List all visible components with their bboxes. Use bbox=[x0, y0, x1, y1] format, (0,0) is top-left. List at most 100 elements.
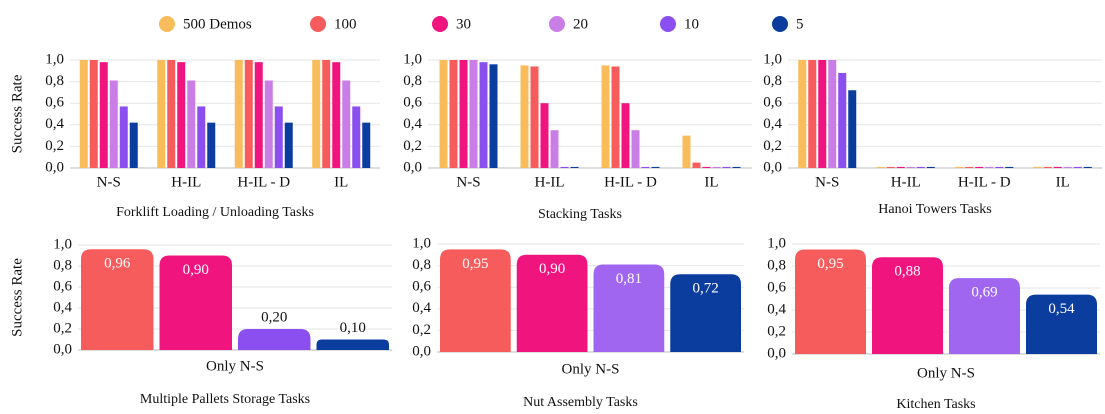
value-label: 0,96 bbox=[104, 256, 131, 272]
bar bbox=[238, 329, 311, 350]
x-tick-label: H-IL bbox=[535, 174, 565, 190]
bar bbox=[876, 166, 885, 168]
y-tick-label: 1,0 bbox=[412, 235, 431, 251]
value-label: 0,72 bbox=[693, 281, 719, 297]
bar bbox=[362, 122, 371, 168]
bar bbox=[712, 166, 721, 168]
y-tick-label: 1,0 bbox=[45, 51, 64, 67]
value-label: 0,54 bbox=[1048, 301, 1075, 317]
bar bbox=[274, 106, 283, 168]
value-label: 0,88 bbox=[894, 264, 920, 280]
bar bbox=[520, 65, 529, 168]
y-tick-label: 0,2 bbox=[767, 323, 786, 339]
y-axis-label: Success Rate bbox=[9, 258, 25, 337]
bar bbox=[332, 62, 341, 168]
bar bbox=[81, 249, 154, 350]
y-tick-label: 0,6 bbox=[45, 95, 64, 111]
value-label: 0,69 bbox=[971, 285, 997, 301]
bar bbox=[995, 166, 1004, 168]
x-tick-label: Only N-S bbox=[206, 358, 264, 374]
legend-label: 10 bbox=[684, 16, 699, 32]
legend-label: 20 bbox=[573, 16, 588, 32]
bar bbox=[1033, 166, 1042, 168]
bar bbox=[906, 166, 915, 168]
chart-title: Nut Assembly Tasks bbox=[523, 395, 638, 410]
bar bbox=[79, 60, 88, 168]
bar bbox=[264, 80, 273, 168]
bar bbox=[886, 166, 895, 168]
chart-title: Multiple Pallets Storage Tasks bbox=[140, 392, 310, 407]
bar bbox=[254, 62, 263, 168]
legend-swatch bbox=[772, 16, 788, 32]
y-tick-label: 0,8 bbox=[53, 257, 72, 273]
bar bbox=[670, 274, 741, 352]
bar bbox=[795, 249, 866, 354]
y-tick-label: 0,0 bbox=[412, 343, 431, 359]
x-tick-label: Only N-S bbox=[562, 361, 620, 377]
bar bbox=[985, 166, 994, 168]
y-tick-label: 1,0 bbox=[767, 235, 786, 251]
value-label: 0,90 bbox=[183, 262, 209, 278]
bar bbox=[828, 60, 837, 168]
x-tick-label: H-IL bbox=[891, 174, 921, 190]
bar bbox=[129, 122, 138, 168]
y-tick-label: 0,2 bbox=[763, 138, 782, 154]
bar bbox=[159, 255, 232, 350]
x-tick-label: H-IL - D bbox=[237, 174, 290, 190]
y-tick-label: 0,4 bbox=[412, 300, 431, 316]
y-tick-label: 0,6 bbox=[763, 95, 782, 111]
legend-swatch bbox=[549, 16, 565, 32]
bar bbox=[1043, 166, 1052, 168]
x-tick-label: Only N-S bbox=[917, 365, 975, 381]
y-tick-label: 0,0 bbox=[763, 159, 782, 175]
chart-title: Forklift Loading / Unloading Tasks bbox=[116, 205, 314, 220]
bar bbox=[1073, 166, 1082, 168]
bar bbox=[234, 60, 243, 168]
bar bbox=[965, 166, 974, 168]
legend-label: 100 bbox=[334, 16, 357, 32]
bar bbox=[284, 122, 293, 168]
y-tick-label: 0,4 bbox=[763, 116, 782, 132]
bar bbox=[479, 62, 488, 168]
bar bbox=[89, 60, 98, 168]
legend-label: 5 bbox=[796, 16, 804, 32]
bar bbox=[560, 166, 569, 168]
bar bbox=[1063, 166, 1072, 168]
x-tick-label: IL bbox=[704, 174, 718, 190]
legend-label: 500 Demos bbox=[183, 16, 252, 32]
y-tick-label: 0,8 bbox=[412, 257, 431, 273]
bar bbox=[516, 254, 588, 352]
bar bbox=[177, 62, 186, 168]
y-tick-label: 0,6 bbox=[767, 279, 786, 295]
y-tick-label: 0,8 bbox=[403, 73, 422, 89]
y-tick-label: 0,0 bbox=[53, 341, 72, 357]
legend-swatch bbox=[310, 16, 326, 32]
bar bbox=[187, 80, 196, 168]
y-tick-label: 1,0 bbox=[53, 236, 72, 252]
bar bbox=[601, 65, 610, 168]
x-tick-label: N-S bbox=[815, 174, 839, 190]
y-tick-label: 0,4 bbox=[53, 299, 72, 315]
value-label: 0,81 bbox=[616, 271, 642, 287]
y-tick-label: 0,8 bbox=[763, 73, 782, 89]
y-tick-label: 1,0 bbox=[403, 51, 422, 67]
x-tick-label: N-S bbox=[97, 174, 121, 190]
bar bbox=[955, 166, 964, 168]
y-tick-label: 0,2 bbox=[53, 320, 72, 336]
x-tick-label: IL bbox=[334, 174, 348, 190]
x-tick-label: H-IL - D bbox=[604, 174, 657, 190]
bar bbox=[593, 264, 665, 352]
value-label: 0,10 bbox=[340, 320, 366, 336]
bar bbox=[722, 166, 731, 168]
y-tick-label: 0,4 bbox=[403, 116, 422, 132]
chart-title: Stacking Tasks bbox=[538, 207, 622, 222]
bar bbox=[119, 106, 128, 168]
value-label: 0,20 bbox=[261, 309, 287, 325]
bar bbox=[611, 66, 620, 168]
legend-swatch bbox=[660, 16, 676, 32]
y-tick-label: 0,8 bbox=[45, 73, 64, 89]
y-tick-label: 0,4 bbox=[45, 116, 64, 132]
x-tick-label: N-S bbox=[456, 174, 480, 190]
legend-label: 30 bbox=[456, 16, 471, 32]
y-tick-label: 0,2 bbox=[403, 138, 422, 154]
